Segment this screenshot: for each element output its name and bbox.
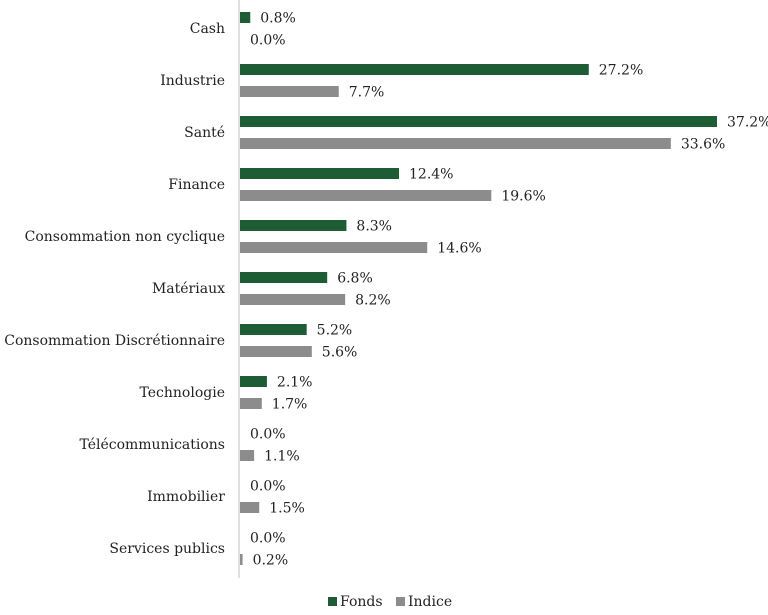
category-label: Cash <box>190 21 225 37</box>
fonds-bar <box>240 64 589 75</box>
category-label: Télécommunications <box>79 437 225 453</box>
fonds-value-label: 0.0% <box>250 427 286 443</box>
legend: Fonds Indice <box>328 594 452 610</box>
category-label: Technologie <box>140 385 225 401</box>
fonds-value-label: 2.1% <box>277 375 313 391</box>
legend-label-indice: Indice <box>408 594 452 610</box>
indice-value-label: 14.6% <box>437 241 481 257</box>
labels-layer: Cash 0.8% 0.0% Industrie 27.2% 7.7% Santé 37.2%… <box>4 11 768 569</box>
category-label: Matériaux <box>152 281 225 297</box>
bars-layer <box>239 0 717 578</box>
indice-value-label: 1.5% <box>269 501 305 517</box>
indice-bar <box>240 138 671 149</box>
legend-swatch-indice <box>396 597 405 606</box>
indice-bar <box>240 86 339 97</box>
category-label: Immobilier <box>147 489 225 505</box>
fonds-bar <box>240 324 307 335</box>
indice-bar <box>240 346 312 357</box>
indice-value-label: 8.2% <box>355 293 391 309</box>
indice-bar <box>240 502 259 513</box>
indice-bar <box>240 190 491 201</box>
indice-value-label: 7.7% <box>349 85 385 101</box>
category-label: Santé <box>184 125 225 141</box>
fonds-bar <box>240 272 327 283</box>
indice-value-label: 0.0% <box>250 33 286 49</box>
category-label: Consommation Discrétionnaire <box>4 333 225 349</box>
fonds-bar <box>240 116 717 127</box>
fonds-value-label: 8.3% <box>356 219 392 235</box>
indice-value-label: 0.2% <box>253 553 289 569</box>
category-label: Finance <box>168 177 225 193</box>
indice-value-label: 1.7% <box>272 397 308 413</box>
category-label: Industrie <box>160 73 225 89</box>
category-label: Services publics <box>109 541 225 557</box>
fonds-value-label: 12.4% <box>409 167 453 183</box>
indice-value-label: 33.6% <box>681 137 725 153</box>
fonds-bar <box>240 12 250 23</box>
legend-swatch-fonds <box>328 597 337 606</box>
indice-bar <box>240 294 345 305</box>
fonds-value-label: 27.2% <box>599 63 643 79</box>
indice-value-label: 1.1% <box>264 449 300 465</box>
indice-bar <box>240 450 254 461</box>
fonds-value-label: 5.2% <box>317 323 353 339</box>
indice-bar <box>240 242 427 253</box>
fonds-bar <box>240 376 267 387</box>
fonds-value-label: 37.2% <box>727 115 768 131</box>
fonds-value-label: 6.8% <box>337 271 373 287</box>
category-label: Consommation non cyclique <box>25 229 225 245</box>
fonds-bar <box>240 220 346 231</box>
indice-bar <box>240 398 262 409</box>
legend-label-fonds: Fonds <box>340 594 383 610</box>
fonds-value-label: 0.8% <box>260 11 296 27</box>
indice-bar <box>240 554 243 565</box>
fonds-value-label: 0.0% <box>250 479 286 495</box>
indice-value-label: 19.6% <box>501 189 545 205</box>
indice-value-label: 5.6% <box>322 345 358 361</box>
fonds-value-label: 0.0% <box>250 531 286 547</box>
fonds-bar <box>240 168 399 179</box>
